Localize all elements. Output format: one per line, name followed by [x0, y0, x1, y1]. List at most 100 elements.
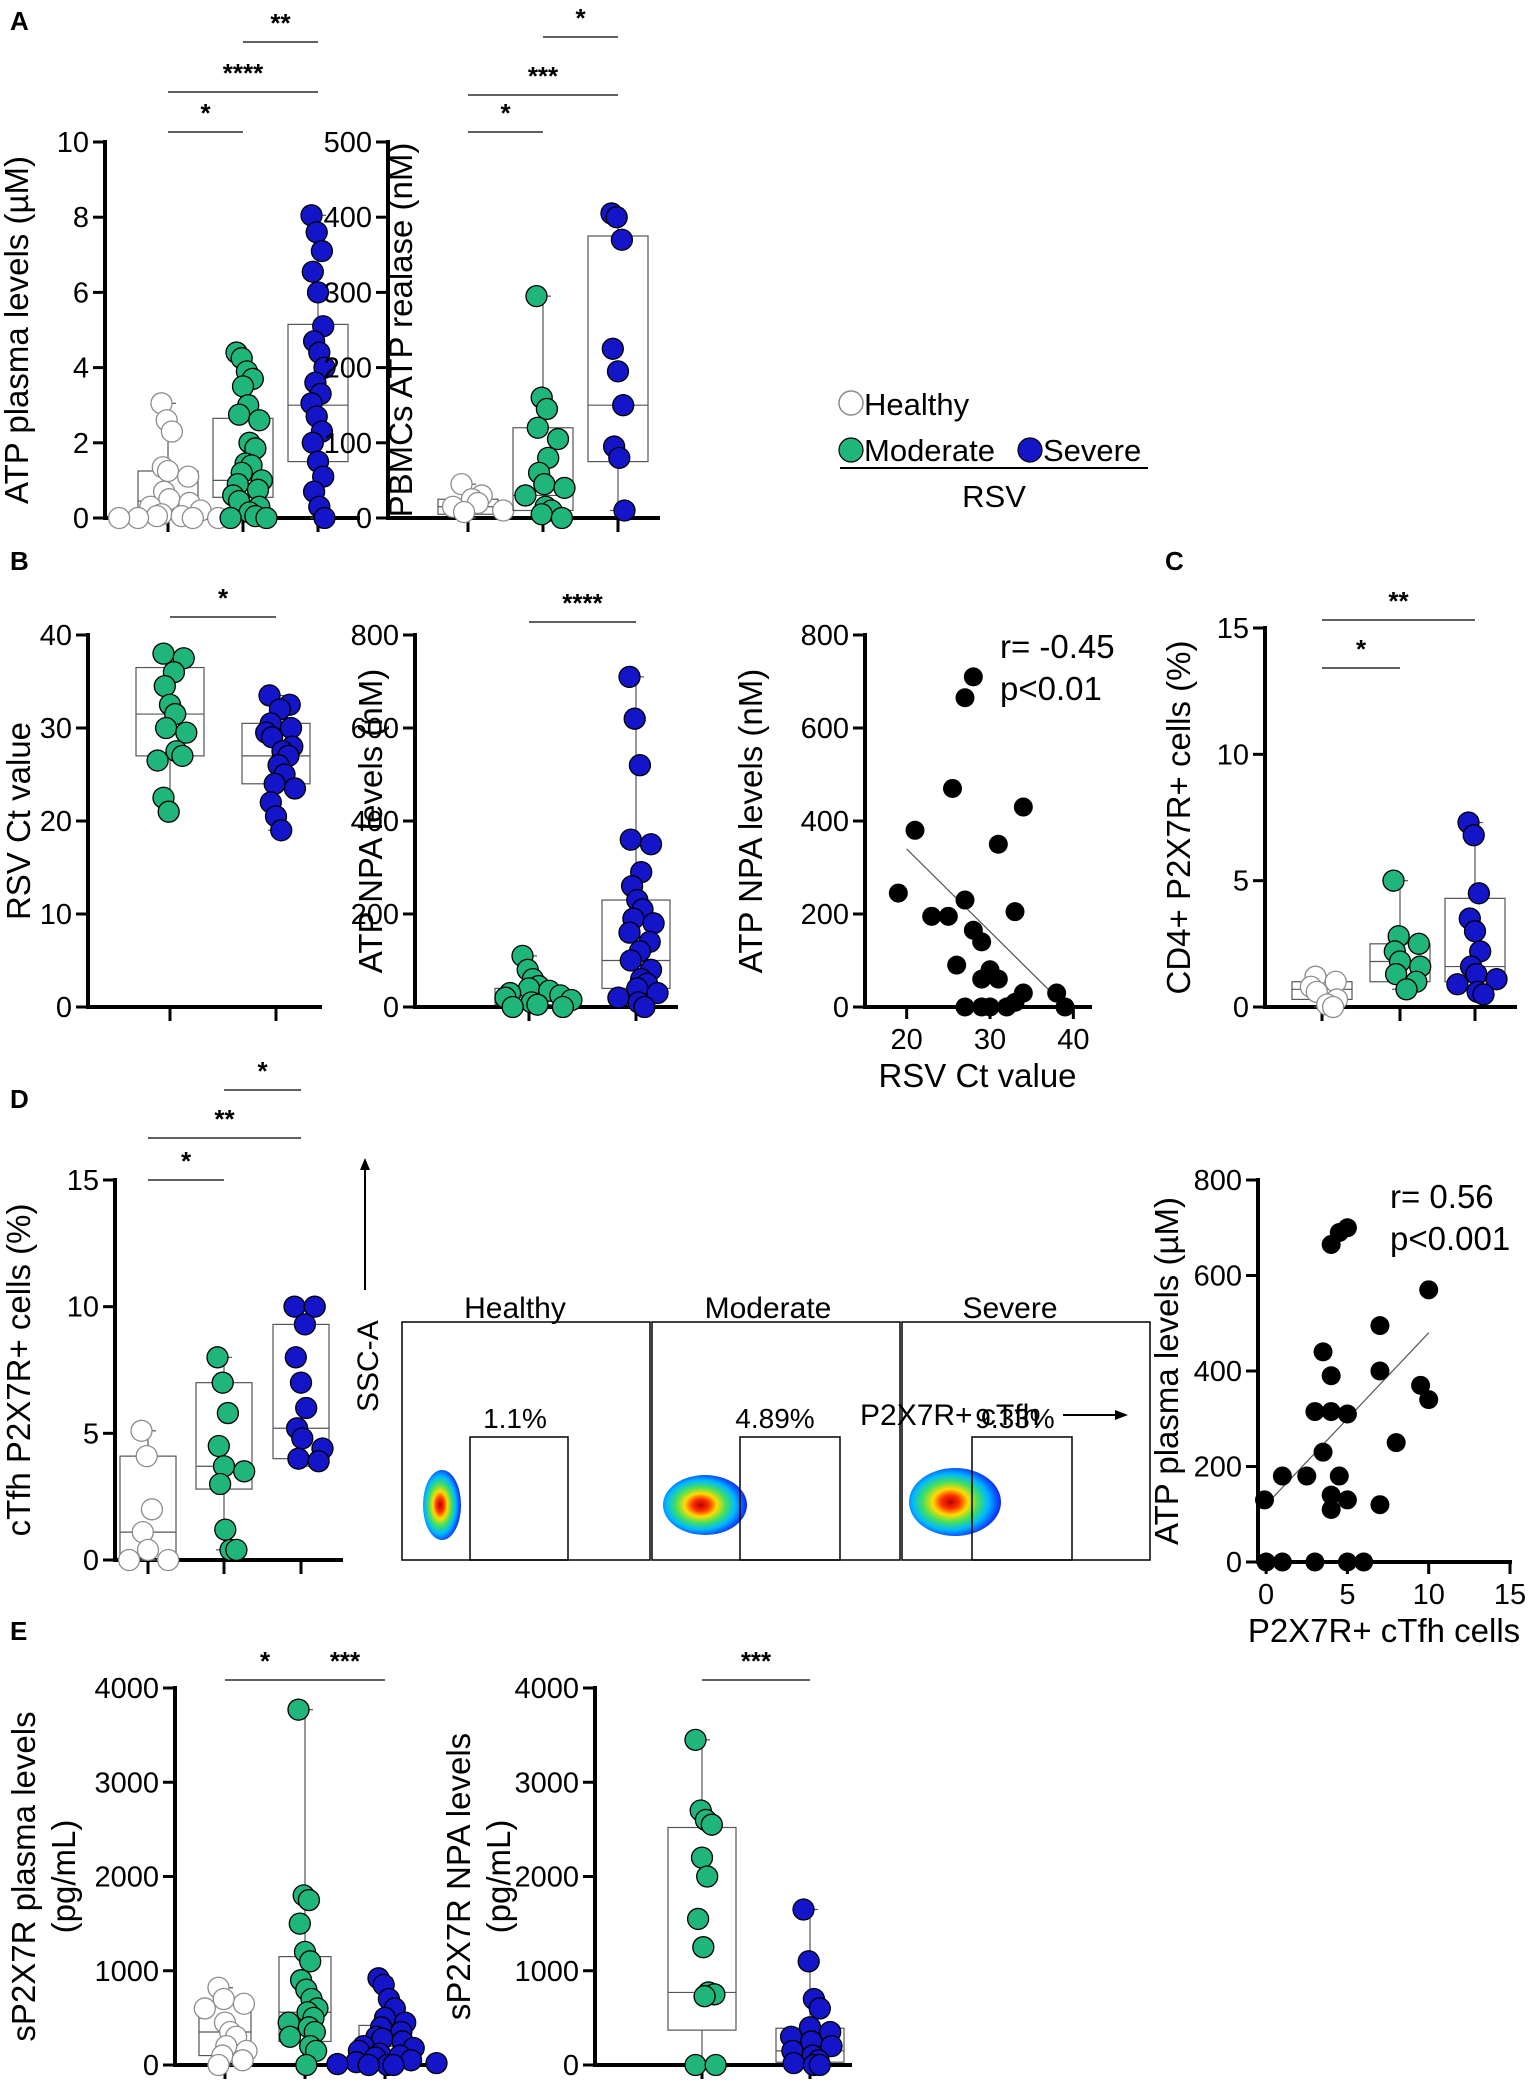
data-point	[1055, 997, 1075, 1017]
y-tick-label: 10	[1217, 739, 1249, 771]
data-point	[888, 883, 908, 903]
y-tick-label: 0	[383, 992, 399, 1024]
significance-label: ***	[330, 1646, 361, 1676]
data-point	[947, 955, 967, 975]
data-point	[608, 446, 631, 469]
data-point	[297, 1888, 321, 1912]
x-axis-label: P2X7R+ cTfh cells	[1248, 1612, 1520, 1649]
data-point	[208, 1472, 232, 1496]
y-tick-label: 3000	[94, 1767, 159, 1799]
panel-label-d: D	[10, 1084, 29, 1114]
data-point	[425, 2051, 448, 2075]
data-point	[270, 819, 293, 842]
y-tick-label: 200	[351, 899, 399, 931]
chart-E1: 0 1000 2000 3000 4000 sP2X7R plasma levels (pg…	[5, 1646, 448, 2082]
legend: Healthy Moderate Severe RSV	[838, 387, 1148, 514]
x-tick-label: 10	[1413, 1579, 1445, 1611]
data-point	[686, 1907, 710, 1931]
y-tick-label: 600	[801, 713, 849, 745]
data-point	[988, 834, 1008, 854]
data-point	[943, 778, 962, 798]
y-tick-label: 800	[351, 620, 399, 652]
data-point	[157, 1548, 180, 1572]
data-point	[193, 1997, 216, 2020]
y-tick-label: 600	[351, 713, 399, 745]
data-point	[1272, 1466, 1292, 1486]
data-point	[551, 995, 575, 1019]
legend-severe-marker	[1017, 437, 1043, 463]
flow-plot-severe: Severe 9.33%	[901, 1292, 1151, 1561]
y-tick-label: 800	[801, 620, 849, 652]
y-tick-label: 5	[1233, 866, 1249, 898]
data-point	[382, 2053, 405, 2077]
data-point	[1370, 1495, 1390, 1515]
group-moderate	[667, 1728, 737, 2077]
data-point	[1419, 1280, 1439, 1300]
group-severe	[241, 684, 311, 842]
significance-label: *	[257, 1056, 268, 1086]
data-point	[526, 416, 549, 439]
y-tick-label: 3000	[514, 1767, 579, 1799]
data-point	[157, 800, 180, 823]
data-point	[618, 665, 641, 688]
data-point	[553, 476, 576, 500]
flow-percent-moderate: 4.89%	[735, 1403, 814, 1434]
data-point	[171, 744, 194, 768]
data-point	[289, 1371, 313, 1394]
flow-population-severe	[909, 1468, 1001, 1536]
y-tick-label: 4	[73, 353, 89, 385]
regression-line	[906, 848, 1058, 999]
y-tick-label: 30	[40, 713, 72, 745]
data-point	[792, 1898, 815, 1921]
data-point	[1467, 882, 1491, 905]
data-point	[938, 906, 958, 926]
data-point	[501, 995, 524, 1019]
data-point	[808, 1997, 831, 2020]
significance-label: *	[200, 98, 211, 128]
data-point	[684, 2053, 707, 2077]
y-tick-label: 0	[83, 1545, 99, 1577]
legend-group-label: RSV	[962, 479, 1026, 514]
data-point	[313, 506, 336, 530]
significance-label: *	[260, 1646, 271, 1676]
data-point	[782, 2051, 805, 2075]
flow-plot-healthy: Healthy 1.1%	[401, 1292, 651, 1561]
data-point	[295, 1396, 318, 1420]
data-point	[492, 499, 515, 522]
data-point	[231, 2049, 254, 2072]
y-tick-label: 200	[324, 353, 372, 385]
y-tick-label: 500	[324, 127, 372, 159]
data-point	[1313, 1342, 1333, 1362]
data-point	[1321, 1499, 1341, 1519]
group-severe	[775, 1898, 845, 2077]
data-point	[955, 688, 975, 708]
data-point	[1272, 1552, 1292, 1572]
group-moderate	[512, 285, 576, 530]
y-tick-label: 4000	[514, 1673, 579, 1705]
significance-label: **	[270, 8, 291, 38]
data-point	[219, 506, 242, 530]
data-point	[1047, 983, 1067, 1003]
data-point	[211, 1371, 234, 1394]
flow-title-healthy: Healthy	[464, 1292, 566, 1325]
flow-title-moderate: Moderate	[705, 1292, 832, 1325]
data-point	[1337, 1404, 1357, 1424]
data-point	[177, 465, 200, 488]
y-axis-label-unit: (pg/mL)	[480, 1820, 517, 1934]
y-axis-label: ATP plasma levels (µM)	[1148, 1197, 1185, 1545]
data-point	[207, 2053, 230, 2077]
group-moderate	[135, 642, 205, 823]
data-point	[546, 427, 570, 451]
data-point	[1297, 1466, 1317, 1486]
y-axis-label: ATP NPA levels (nM)	[352, 669, 389, 973]
correlation-r: r= 0.56	[1390, 1178, 1494, 1215]
data-point	[136, 1538, 160, 1562]
data-point	[700, 1813, 723, 1836]
data-point	[1305, 1552, 1325, 1572]
flow-x-label: P2X7R+ cTfh	[860, 1399, 1039, 1432]
flow-x-arrowhead	[1115, 1410, 1128, 1420]
flow-population-moderate	[663, 1475, 747, 1535]
